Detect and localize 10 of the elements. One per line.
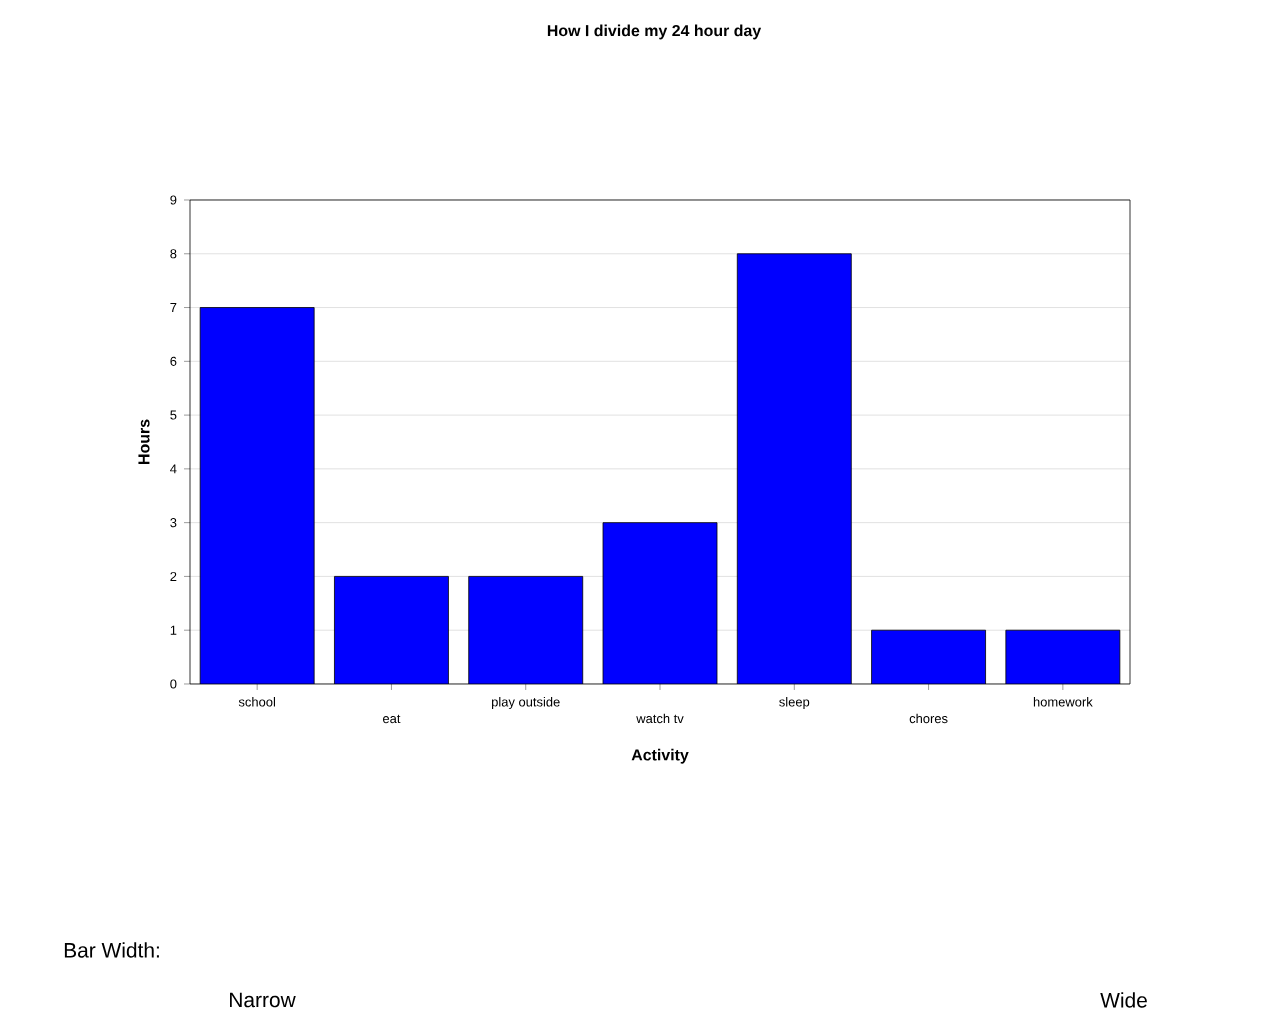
bar bbox=[200, 307, 315, 684]
bar bbox=[737, 253, 852, 684]
text: Bar Width: bbox=[64, 942, 159, 958]
bar bbox=[334, 576, 449, 684]
bar bbox=[603, 522, 718, 684]
bar bbox=[468, 576, 583, 684]
bar bbox=[871, 630, 986, 684]
text: Wide bbox=[1100, 992, 1147, 1008]
text: Narrow bbox=[230, 992, 296, 1008]
bar bbox=[1005, 629, 1121, 684]
